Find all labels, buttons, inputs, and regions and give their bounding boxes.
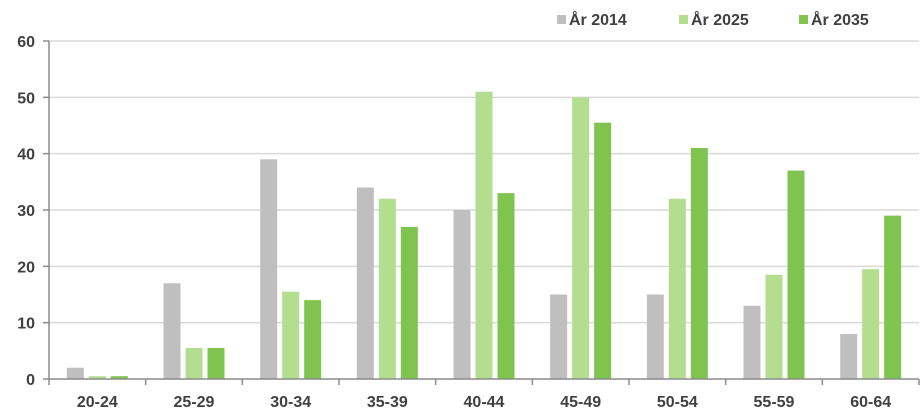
- x-tick-label: 40-44: [464, 394, 505, 411]
- bar-50-54-År-2014: [646, 294, 664, 379]
- x-tick-label: 55-59: [754, 394, 795, 411]
- legend-swatch: [679, 15, 688, 24]
- bar-25-29-År-2014: [163, 283, 181, 379]
- bar-40-44-År-2035: [497, 193, 515, 379]
- bar-20-24-År-2014: [66, 367, 84, 379]
- y-tick-labels: 0 10 20 30 40 50 60: [17, 34, 35, 389]
- bar-40-44-År-2014: [453, 210, 471, 379]
- bar-45-49-År-2035: [594, 122, 612, 379]
- x-tick-label: 45-49: [560, 394, 601, 411]
- y-tick-label: 60: [17, 34, 35, 51]
- bar-30-34-År-2014: [260, 159, 278, 379]
- bar-55-59-År-2014: [743, 305, 761, 379]
- bar-35-39-År-2014: [356, 187, 374, 379]
- x-tick-label: 50-54: [657, 394, 698, 411]
- legend: År 2014 År 2025 År 2035: [557, 10, 869, 29]
- bar-40-44-År-2025: [475, 91, 493, 379]
- bar-20-24-År-2025: [88, 376, 106, 379]
- legend-swatch: [799, 15, 808, 24]
- x-tick-label: 20-24: [77, 394, 118, 411]
- legend-swatch: [557, 15, 566, 24]
- legend-label: År 2014: [569, 10, 627, 29]
- bar-60-64-År-2035: [884, 215, 902, 379]
- bar-60-64-År-2025: [862, 269, 880, 379]
- y-tick-label: 10: [17, 316, 35, 333]
- bar-20-24-År-2035: [110, 376, 128, 379]
- bar-60-64-År-2014: [840, 333, 858, 379]
- bar-35-39-År-2035: [400, 226, 418, 379]
- x-tick-label: 30-34: [270, 394, 311, 411]
- bar-25-29-År-2025: [185, 348, 203, 379]
- y-tick-label: 20: [17, 259, 35, 276]
- legend-label: År 2025: [691, 10, 749, 29]
- bar-55-59-År-2035: [787, 170, 805, 379]
- bar-50-54-År-2035: [690, 148, 708, 379]
- bar-45-49-År-2025: [572, 97, 590, 379]
- bar-50-54-År-2025: [668, 198, 686, 379]
- bar-55-59-År-2025: [765, 274, 783, 379]
- y-tick-label: 50: [17, 90, 35, 107]
- x-tick-label: 60-64: [850, 394, 891, 411]
- y-tick-label: 30: [17, 203, 35, 220]
- legend-label: År 2035: [811, 10, 869, 29]
- bar-35-39-År-2025: [378, 198, 396, 379]
- bar-45-49-År-2014: [550, 294, 568, 379]
- y-tick-label: 0: [26, 372, 35, 389]
- x-tick-label: 35-39: [367, 394, 408, 411]
- x-tick-label: 25-29: [174, 394, 215, 411]
- bar-30-34-År-2035: [304, 300, 322, 379]
- bar-30-34-År-2025: [282, 291, 300, 379]
- bar-25-29-År-2035: [207, 348, 225, 379]
- x-tick-labels: 20-24 25-29 30-34 35-39 40-44 45-49 50-54 55-59…: [77, 394, 891, 411]
- axes: [43, 40, 920, 385]
- y-tick-label: 40: [17, 147, 35, 164]
- bars: [66, 91, 902, 379]
